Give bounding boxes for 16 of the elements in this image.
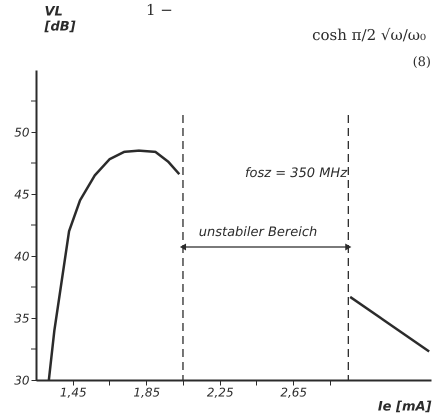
y-tick-label: 40: [14, 250, 30, 264]
y-tick-label: 30: [14, 374, 30, 388]
text: cosh π/2 √ω/ω₀: [312, 26, 426, 44]
y-tick-label: 45: [14, 188, 30, 202]
y-tick-label: 50: [14, 126, 30, 140]
x-tick-label: 2,25: [206, 386, 234, 400]
annotation: fosz = 350 MHz: [244, 166, 348, 181]
x-tick-label: 1,45: [60, 386, 87, 400]
x-tick-label: 1,85: [133, 386, 160, 400]
y-axis-title: VL [dB]: [44, 4, 76, 34]
x-tick-label: 2,65: [280, 386, 308, 400]
x-axis-title: Ie [mA]: [378, 400, 432, 414]
text: (8): [412, 55, 431, 70]
y-tick-label: 35: [14, 312, 30, 326]
annotation: unstabiler Bereich: [198, 225, 318, 240]
text: 1 −: [146, 1, 173, 19]
